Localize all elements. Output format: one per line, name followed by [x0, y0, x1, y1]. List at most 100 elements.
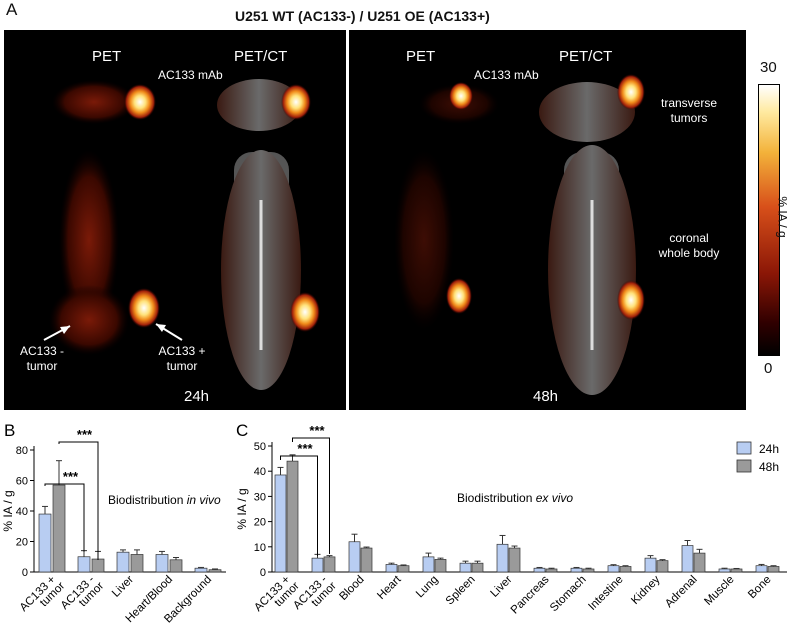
colorbar [758, 84, 780, 356]
y-axis-label: % IA / g [1, 490, 15, 531]
x-category-label: Stomach [548, 574, 589, 615]
bar-48h-1 [91, 558, 105, 573]
x-category-label: Blood [337, 574, 366, 603]
bar-48h-0 [286, 460, 299, 573]
bar-24h-0 [38, 513, 52, 573]
pet-scan-48h-graphic [394, 74, 645, 395]
pet-image-24h: PET PET/CT AC133 mAb AC133 - tumor AC133… [4, 30, 346, 410]
bar-48h-1 [323, 556, 336, 573]
bar-24h-3 [155, 554, 169, 573]
bar-48h-11 [693, 552, 706, 573]
transverse-label: transverse tumors [660, 96, 718, 125]
agent-label-24h: AC133 mAb [158, 68, 223, 82]
colorbar-label: % IA / g [775, 196, 790, 238]
x-category-label: Liver [489, 574, 515, 600]
x-category-label: Intestine [586, 574, 625, 613]
bar-24h-2 [116, 551, 130, 573]
significance-label: *** [77, 427, 93, 442]
panel-letter-b: B [4, 421, 15, 440]
x-category-label: Liver [110, 574, 136, 600]
legend-swatch-24h [736, 441, 752, 455]
x-category-label: AC133 +tumor [252, 572, 302, 622]
bar-24h-4 [194, 567, 208, 573]
y-tick-label: 0 [260, 567, 266, 579]
bar-24h-12 [718, 568, 731, 573]
bar-48h-0 [52, 484, 66, 573]
chart-annotation: Biodistribution ex vivo [457, 491, 573, 505]
x-category-label: Muscle [702, 574, 736, 608]
legend-swatch-48h [736, 459, 752, 473]
bar-24h-6 [496, 543, 509, 573]
x-category-label: Kidney [629, 573, 663, 607]
colorbar-max: 30 [760, 59, 777, 76]
bar-24h-5 [459, 562, 472, 573]
coronal-label: coronal whole body [658, 231, 720, 260]
y-tick-label: 0 [22, 567, 28, 579]
bar-24h-1 [77, 556, 91, 573]
y-tick-label: 60 [16, 476, 28, 488]
y-tick-label: 20 [254, 517, 266, 529]
y-tick-label: 40 [16, 506, 28, 518]
arrow-label-neg-tumor: AC133 - tumor [19, 344, 65, 373]
bar-48h-8 [582, 568, 595, 573]
legend-label-48h: 48h [759, 460, 779, 474]
bar-48h-10 [656, 560, 669, 573]
petct-label-48h: PET/CT [559, 48, 613, 65]
bar-24h-13 [755, 565, 768, 573]
bar-48h-3 [169, 559, 183, 573]
pet-label-48h: PET [406, 48, 436, 65]
panel-a-letter: A [6, 0, 18, 19]
x-category-label: AC133 -tumor [59, 572, 107, 620]
bar-24h-10 [644, 557, 657, 573]
x-category-label: Bone [746, 574, 773, 601]
y-tick-label: 20 [16, 537, 28, 549]
significance-label: *** [63, 469, 79, 484]
x-category-label: Lung [414, 574, 441, 601]
x-category-label: Spleen [444, 574, 478, 608]
x-category-label: Heart [375, 573, 404, 602]
y-tick-label: 40 [254, 466, 266, 478]
petct-label-24h: PET/CT [234, 48, 288, 65]
significance-bracket [58, 441, 99, 560]
pet-scan-24h-graphic [43, 79, 320, 390]
colorbar-min: 0 [764, 360, 773, 377]
bar-48h-9 [619, 566, 632, 573]
bar-48h-4 [434, 559, 447, 573]
bar-24h-4 [422, 556, 435, 573]
bar-48h-2 [130, 554, 144, 573]
x-category-label: Adrenal [663, 574, 700, 611]
bar-48h-7 [545, 568, 558, 573]
significance-label: *** [297, 441, 313, 456]
bar-24h-3 [385, 564, 398, 573]
bar-48h-13 [767, 566, 780, 573]
timepoint-48h: 48h [533, 388, 559, 405]
significance-bracket [292, 437, 330, 554]
bar-24h-0 [274, 474, 287, 573]
y-tick-label: 80 [16, 445, 28, 457]
bar-48h-3 [397, 565, 410, 573]
pet-label-24h: PET [92, 48, 122, 65]
legend-label-24h: 24h [759, 442, 779, 456]
y-tick-label: 50 [254, 441, 266, 453]
x-category-label: AC133 -tumor [291, 572, 339, 620]
bar-24h-9 [607, 565, 620, 573]
bar-24h-7 [533, 567, 546, 573]
bar-48h-6 [508, 547, 521, 573]
y-tick-label: 10 [254, 542, 266, 554]
timepoint-24h: 24h [184, 388, 210, 405]
bar-24h-2 [348, 541, 361, 573]
panel-letter-c: C [236, 421, 248, 440]
bar-48h-12 [730, 568, 743, 573]
bar-24h-1 [311, 557, 324, 573]
y-axis-label: % IA / g [235, 488, 249, 529]
significance-bracket [280, 455, 318, 556]
chart-annotation: Biodistribution in vivo [108, 493, 221, 507]
pet-image-48h: PET PET/CT AC133 mAb transverse tumors c… [349, 30, 746, 410]
significance-bracket [44, 483, 85, 552]
bar-24h-11 [681, 545, 694, 573]
x-category-label: AC133 +tumor [18, 572, 68, 622]
arrow-label-pos-tumor: AC133 + tumor [158, 344, 206, 373]
figure-title: U251 WT (AC133-) / U251 OE (AC133+) [235, 8, 490, 24]
